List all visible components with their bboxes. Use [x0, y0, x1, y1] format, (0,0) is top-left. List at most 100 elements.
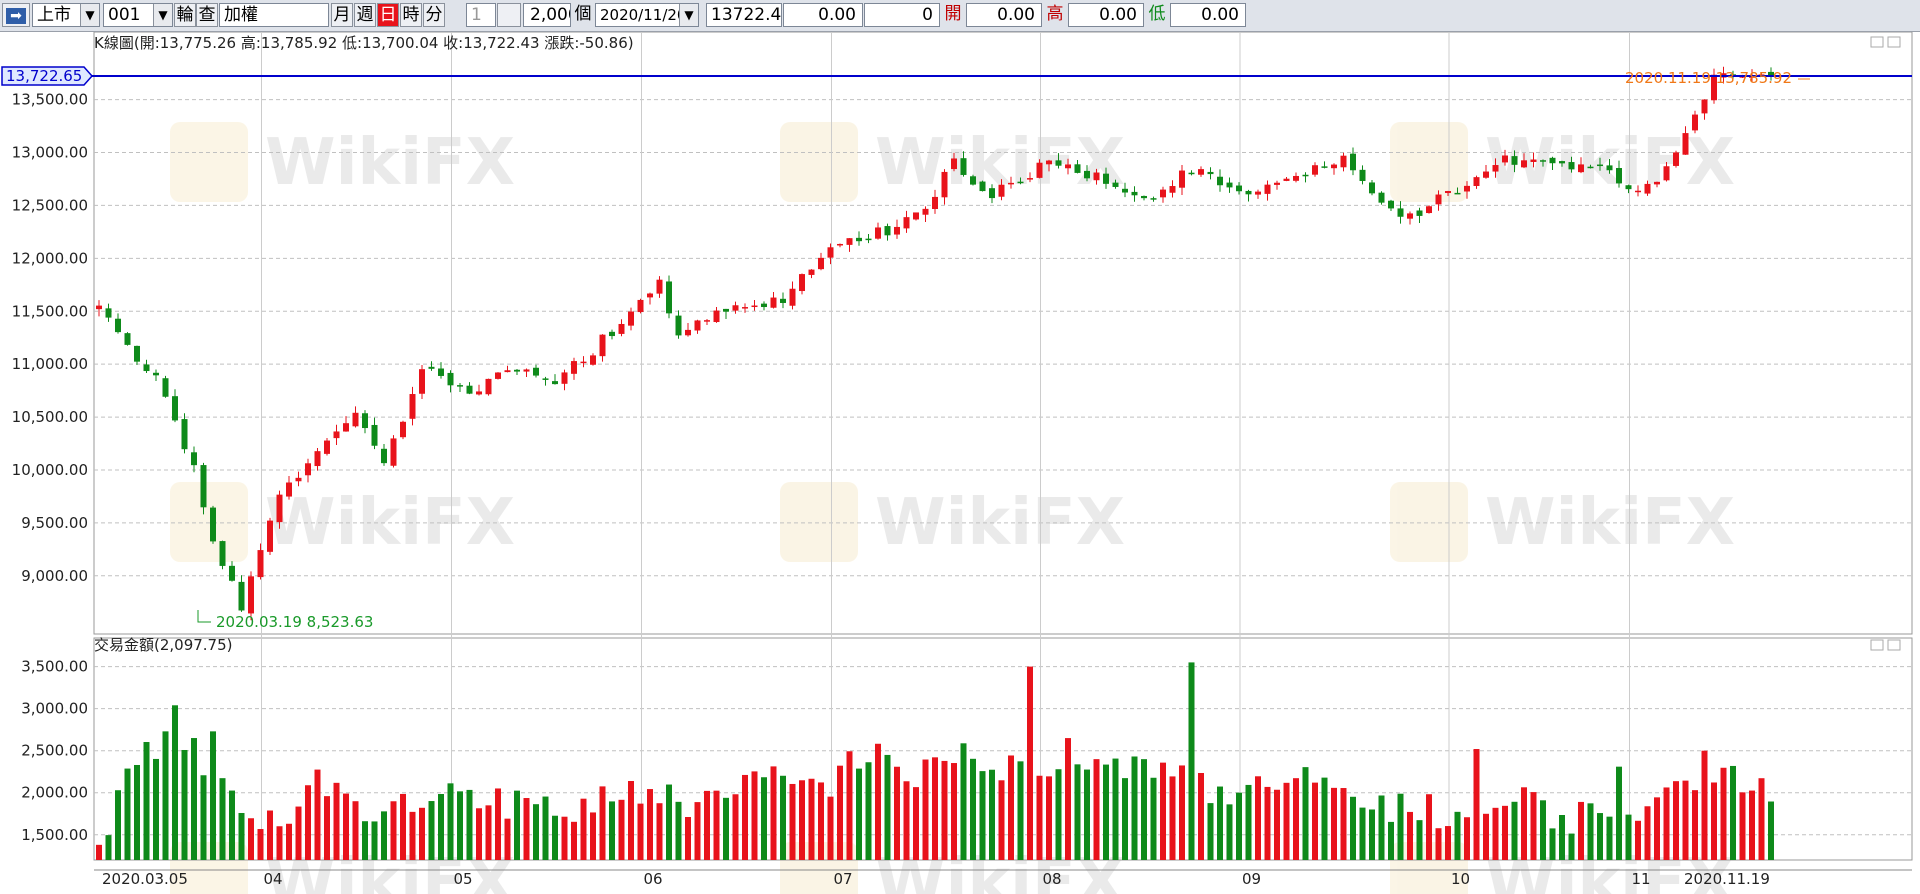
candle	[1445, 190, 1451, 197]
candle-body	[1350, 153, 1356, 171]
volume-bar	[751, 771, 758, 860]
period-day-button[interactable]: 日	[377, 3, 399, 27]
candle	[1397, 201, 1404, 224]
candle	[238, 575, 245, 612]
candle-body	[1017, 181, 1024, 184]
index-name-field[interactable]: 加權	[219, 3, 329, 27]
candle	[1530, 152, 1537, 168]
volume-bar	[647, 789, 653, 860]
period-month-button[interactable]: 月	[331, 3, 353, 27]
candle-body	[1549, 157, 1556, 164]
candle-body	[1369, 182, 1375, 194]
candle	[685, 322, 691, 337]
volume-bar	[324, 796, 330, 860]
volume-tick-label: 3,500.00	[21, 658, 88, 676]
volume-title: 交易金額(2,097.75)	[94, 636, 233, 654]
candle	[1559, 160, 1565, 167]
volume-bar	[970, 758, 976, 860]
candle-body	[998, 184, 1005, 197]
volume-bar	[951, 763, 957, 860]
code-select[interactable]: 001 ▼	[103, 3, 173, 27]
candle-body	[1654, 181, 1660, 185]
rotate-button[interactable]: 輪	[174, 3, 196, 27]
volume-bar	[979, 771, 986, 860]
chart-axes: 13,500.00 13,000.00 12,500.00 12,000.00 11,5…	[12, 75, 1912, 888]
candle	[865, 233, 872, 244]
volume-bar	[514, 790, 520, 860]
candle	[1340, 152, 1347, 172]
candle	[723, 308, 729, 319]
volume-bar	[960, 743, 967, 860]
period-week-button[interactable]: 週	[354, 3, 376, 27]
volume-bar	[1245, 784, 1252, 860]
qty-field[interactable]: 1	[466, 3, 496, 27]
watermark-logo-icon	[170, 482, 248, 562]
volume-bar	[1359, 807, 1366, 860]
candle-body	[1635, 190, 1641, 193]
volume-bar	[143, 742, 150, 860]
chevron-down-icon[interactable]: ▼	[80, 4, 99, 26]
volume-bar	[1264, 786, 1271, 860]
candle-body	[1046, 160, 1052, 165]
period-hour-button[interactable]: 時	[400, 3, 422, 27]
candle-body	[419, 369, 425, 394]
candle-body	[1103, 173, 1109, 184]
candle	[210, 505, 216, 544]
candle-body	[229, 565, 235, 581]
candle	[1407, 211, 1413, 225]
change-field: 0.00	[783, 3, 863, 27]
candle	[172, 389, 178, 423]
candle	[951, 152, 957, 172]
volume-bar	[1198, 772, 1204, 860]
volume-bar	[523, 798, 530, 860]
volume-bar	[1587, 803, 1594, 860]
candle	[1198, 166, 1204, 177]
volume-bar	[1701, 750, 1708, 860]
candle	[1473, 175, 1480, 189]
candle-body	[1169, 186, 1176, 193]
volume-bar	[656, 803, 663, 860]
volume-bar	[1597, 813, 1603, 860]
candle	[1017, 177, 1024, 185]
chevron-down-icon[interactable]: ▼	[679, 4, 698, 26]
candle-body	[1122, 188, 1128, 193]
volume-bar	[913, 787, 919, 860]
volume-bar	[713, 790, 720, 860]
volume-bar	[1730, 765, 1736, 860]
query-button[interactable]: 查	[196, 3, 218, 27]
candle	[561, 369, 568, 391]
arrow-button[interactable]: ➡	[2, 3, 30, 27]
candle	[409, 386, 416, 426]
period-minute-button[interactable]: 分	[423, 3, 445, 27]
watermark-logo-icon	[780, 482, 858, 562]
chevron-down-icon[interactable]: ▼	[153, 4, 172, 26]
candle	[979, 180, 986, 192]
candle-body	[295, 477, 302, 482]
volume-bar	[818, 782, 824, 860]
volume-bar	[1720, 767, 1727, 860]
candle	[694, 319, 701, 334]
candle-body	[960, 158, 967, 175]
volume-bar	[362, 821, 368, 860]
stepper-button[interactable]	[497, 3, 521, 27]
candle	[1768, 67, 1774, 81]
candle	[181, 413, 188, 454]
volume-bar	[1540, 800, 1546, 860]
candle-body	[1673, 152, 1679, 166]
volume-bar	[941, 760, 948, 860]
volume-bar	[837, 765, 843, 860]
volume-bar	[305, 785, 311, 860]
count-field[interactable]: 2,000	[523, 3, 571, 27]
candle-body	[637, 299, 644, 313]
watermark-logo-icon	[780, 122, 858, 202]
window-controls[interactable]	[1870, 36, 1901, 651]
candle	[533, 364, 539, 378]
candle-body	[305, 463, 311, 476]
candle-body	[751, 305, 758, 308]
candle	[1483, 164, 1489, 179]
candle	[191, 446, 197, 473]
date-select[interactable]: 2020/11/20 ▼	[595, 3, 699, 27]
candle	[647, 292, 653, 305]
market-select[interactable]: 上市 ▼	[32, 3, 100, 27]
